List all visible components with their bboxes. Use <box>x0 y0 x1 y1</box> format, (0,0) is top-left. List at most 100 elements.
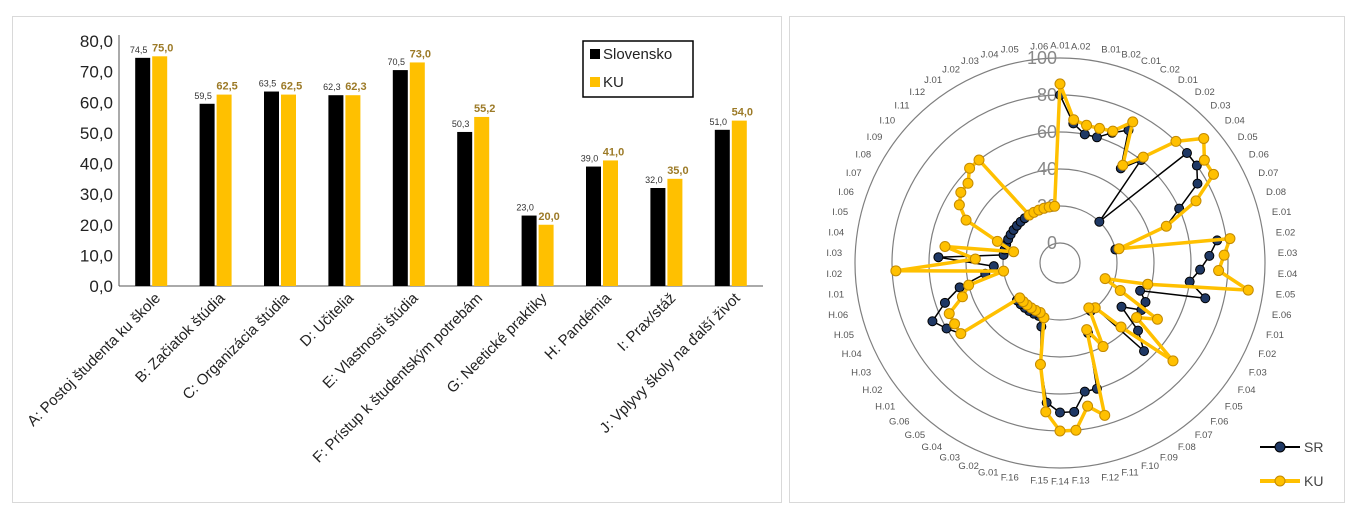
radar-point-ku <box>1151 313 1163 325</box>
radar-point-ku <box>1114 285 1126 297</box>
radar-point-sr <box>1055 407 1065 418</box>
data-label-ku: 55,2 <box>474 103 495 115</box>
radar-point-ku <box>960 214 972 226</box>
radar-point-ku <box>1014 292 1026 304</box>
category-label: J.03 <box>961 56 979 67</box>
data-label-ku: 35,0 <box>667 165 688 177</box>
radar-point-ku <box>1224 233 1236 245</box>
y-tick-label: 70,0 <box>80 63 113 82</box>
legend-marker <box>1274 475 1286 487</box>
legend-label: SR <box>1304 439 1323 455</box>
radar-point-sr <box>933 252 944 263</box>
category-label: D.05 <box>1238 132 1258 143</box>
category-label: F.05 <box>1225 401 1243 412</box>
category-label: G.06 <box>889 416 910 427</box>
radar-point-ku <box>890 265 902 277</box>
radar-point-sr <box>1192 178 1203 189</box>
bar-slovensko <box>328 95 344 286</box>
y-tick-label: 10,0 <box>80 246 113 265</box>
r-tick-label: 80 <box>1037 85 1057 105</box>
radar-point-ku <box>1049 200 1061 212</box>
legend-label: KU <box>603 74 624 91</box>
radar-point-sr <box>927 316 938 327</box>
category-label: D.06 <box>1249 150 1269 161</box>
category-label: D.01 <box>1178 75 1198 86</box>
radar-point-ku <box>955 186 967 198</box>
category-label: E.01 <box>1272 207 1292 218</box>
category-label: D.03 <box>1210 101 1230 112</box>
bar-slovensko <box>521 215 537 286</box>
category-label: I.04 <box>828 227 844 238</box>
category-label: B.02 <box>1121 49 1141 60</box>
radar-point-ku <box>1167 355 1179 367</box>
category-label: F.13 <box>1072 476 1090 487</box>
radar-point-ku <box>1218 249 1230 261</box>
category-label: J.05 <box>1001 44 1019 55</box>
category-label: I.12 <box>909 87 925 98</box>
category-label: E.05 <box>1276 290 1296 301</box>
bar-ku <box>731 120 747 286</box>
bar-ku <box>603 160 618 286</box>
data-label-slovensko: 62,3 <box>323 82 341 92</box>
category-label: I.03 <box>826 248 842 259</box>
radar-point-ku <box>1190 195 1202 207</box>
category-label: E.02 <box>1276 227 1296 238</box>
radar-point-ku <box>1113 243 1125 255</box>
radar-point-ku <box>1068 114 1080 126</box>
radar-point-ku <box>1099 273 1111 285</box>
r-tick-label: 0 <box>1047 233 1057 253</box>
radar-point-ku <box>1127 116 1139 128</box>
bar-slovensko <box>264 91 279 286</box>
radar-point-sr <box>1191 160 1202 171</box>
x-tick-label: C: Organizácia štúdia <box>179 289 293 403</box>
y-tick-label: 60,0 <box>80 93 113 112</box>
data-label-ku: 62,3 <box>345 81 366 93</box>
radar-point-ku <box>1081 119 1093 131</box>
category-label: H.01 <box>875 401 895 412</box>
category-label: D.02 <box>1195 87 1215 98</box>
category-label: G.01 <box>978 468 999 479</box>
radar-point-ku <box>1131 312 1143 324</box>
bar-ku <box>281 94 296 286</box>
radar-point-ku <box>1034 358 1046 370</box>
radar-point-ku <box>1054 425 1066 437</box>
category-label: I.11 <box>894 101 909 112</box>
category-label: F.12 <box>1101 473 1119 484</box>
bar-slovensko <box>457 131 473 286</box>
radar-point-sr <box>954 282 965 293</box>
radar-legend: SR KU <box>1260 439 1323 489</box>
bar-ku <box>667 178 683 286</box>
radar-point-sr <box>1094 216 1105 227</box>
radar-point-ku <box>1054 78 1066 90</box>
y-tick-label: 0,0 <box>89 277 113 296</box>
category-label: D.07 <box>1258 168 1278 179</box>
category-label: G.02 <box>958 461 979 472</box>
category-label: C.01 <box>1141 56 1161 67</box>
y-tick-label: 20,0 <box>80 216 113 235</box>
radar-point-ku <box>998 265 1010 277</box>
radar-point-sr <box>988 261 999 272</box>
radar-point-ku <box>1070 424 1082 436</box>
bar-slovensko <box>135 57 151 286</box>
category-label: A.02 <box>1071 41 1091 52</box>
data-label-slovensko: 63,5 <box>259 79 277 89</box>
category-label: H.06 <box>828 310 848 321</box>
category-label: F.02 <box>1258 349 1276 360</box>
category-label: I.09 <box>867 132 883 143</box>
category-label: G.05 <box>905 430 926 441</box>
category-label: D.08 <box>1266 187 1286 198</box>
data-label-ku: 41,0 <box>603 146 624 158</box>
bar-ku <box>409 62 425 286</box>
legend-swatch <box>590 77 600 87</box>
data-label-slovensko: 51,0 <box>710 117 728 127</box>
radar-point-ku <box>955 328 967 340</box>
radar-point-ku <box>1040 406 1052 418</box>
r-tick-label: 60 <box>1037 122 1057 142</box>
category-label: F.06 <box>1210 416 1228 427</box>
category-label: C.02 <box>1160 65 1180 76</box>
radar-point-sr <box>1195 264 1206 275</box>
radar-point-ku <box>1213 265 1225 277</box>
category-label: J.01 <box>924 75 942 86</box>
radar-point-ku <box>1117 159 1129 171</box>
radar-point-sr <box>1116 301 1127 312</box>
